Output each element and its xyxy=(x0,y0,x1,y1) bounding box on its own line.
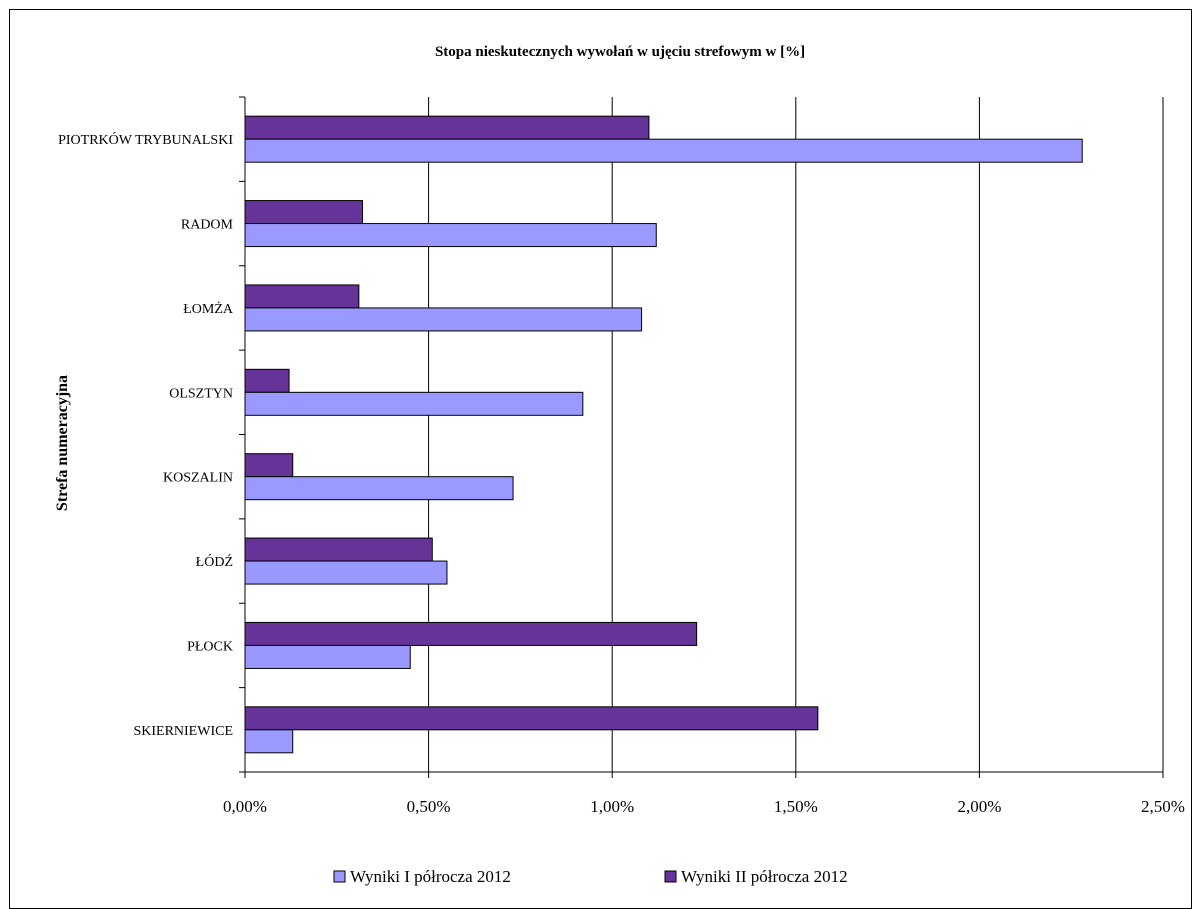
category-label: SKIERNIEWICE xyxy=(133,724,233,739)
legend-label: Wyniki II półrocza 2012 xyxy=(681,867,848,886)
legend: Wyniki I półrocza 2012 Wyniki II półrocza… xyxy=(333,867,848,886)
bar-series-1 xyxy=(244,560,448,585)
x-tick-label: 1,00% xyxy=(590,797,634,816)
bars xyxy=(244,115,1083,754)
category-label: KOSZALIN xyxy=(163,471,233,486)
bar-series-1 xyxy=(244,391,584,416)
x-tick-label: 2,50% xyxy=(1141,797,1185,816)
bar-series-1 xyxy=(244,307,643,332)
bar-series-1 xyxy=(244,476,514,501)
bar-series-2 xyxy=(244,621,698,646)
legend-swatch xyxy=(664,870,677,883)
bar-series-2 xyxy=(244,115,650,140)
category-label: OLSZTYN xyxy=(169,386,233,401)
category-label: PŁOCK xyxy=(187,639,233,654)
x-tick-label: 0,00% xyxy=(223,797,267,816)
x-tick-label: 0,50% xyxy=(407,797,451,816)
category-label: ŁÓDŹ xyxy=(196,553,233,570)
category-label: RADOM xyxy=(181,218,234,233)
gridlines xyxy=(428,97,1164,772)
bar-series-2 xyxy=(244,200,364,225)
x-tick-label: 2,00% xyxy=(957,797,1001,816)
tick-labels: 0,00% 0,50% 1,00% 1,50% 2,00% 2,50% xyxy=(223,797,1185,816)
category-labels: PIOTRKÓW TRYBUNALSKI RADOM ŁOMŻA OLSZTYN KOS… xyxy=(58,131,234,739)
bar-series-1 xyxy=(244,729,294,754)
axes xyxy=(239,96,1164,778)
bar-series-2 xyxy=(244,537,433,562)
bar-series-1 xyxy=(244,644,411,669)
legend-swatch xyxy=(333,870,346,883)
bar-series-2 xyxy=(244,706,819,731)
bar-series-1 xyxy=(244,138,1083,163)
category-label: ŁOMŻA xyxy=(183,301,234,317)
category-label: PIOTRKÓW TRYBUNALSKI xyxy=(58,131,233,148)
bar-series-2 xyxy=(244,284,360,309)
x-tick-label: 1,50% xyxy=(774,797,818,816)
bar-series-2 xyxy=(244,368,290,393)
bar-series-2 xyxy=(244,453,294,478)
bar-series-1 xyxy=(244,223,657,248)
chart-title: Stopa nieskutecznych wywołań w ujęciu st… xyxy=(435,44,805,60)
y-axis-label: Strefa numeracyjna xyxy=(54,375,71,511)
legend-label: Wyniki I półrocza 2012 xyxy=(350,867,511,886)
